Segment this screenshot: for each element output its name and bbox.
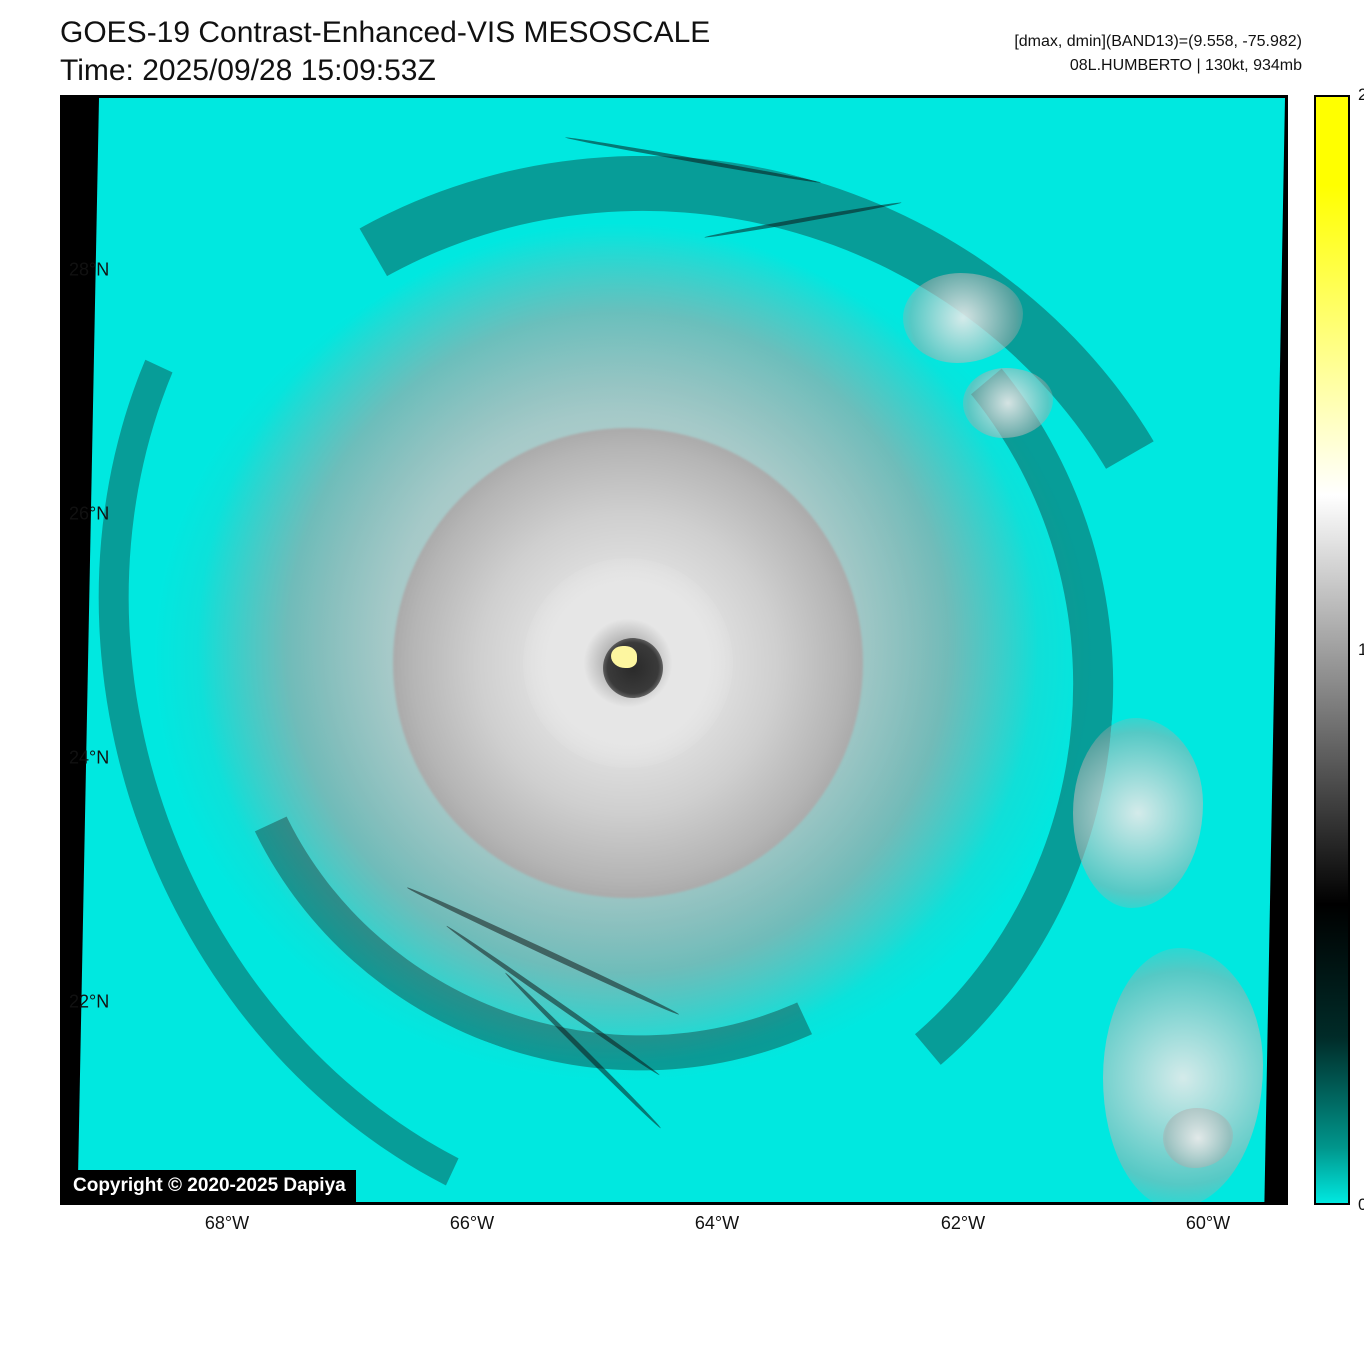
image-title-block: GOES-19 Contrast-Enhanced-VIS MESOSCALE … bbox=[60, 14, 710, 89]
satellite-image-viewer: GOES-19 Contrast-Enhanced-VIS MESOSCALE … bbox=[0, 0, 1364, 1359]
y-tick-24N: 24°N bbox=[69, 748, 109, 769]
time-text: Time: 2025/09/28 15:09:53Z bbox=[60, 52, 710, 90]
storm-id-text: 08L.HUMBERTO | 130kt, 934mb bbox=[1014, 54, 1302, 78]
x-tick-68W: 68°W bbox=[205, 1213, 249, 1234]
colorbar-label-mid: 1 bbox=[1358, 640, 1364, 660]
colorbar-gradient bbox=[1314, 95, 1350, 1205]
storm-info-block: [dmax, dmin](BAND13)=(9.558, -75.982) 08… bbox=[1014, 30, 1302, 78]
satellite-map-frame[interactable]: 28°N 26°N 24°N 22°N 20°N Copyright © 202… bbox=[60, 95, 1288, 1205]
storm-eye bbox=[603, 638, 663, 698]
title-text: GOES-19 Contrast-Enhanced-VIS MESOSCALE bbox=[60, 14, 710, 52]
x-tick-66W: 66°W bbox=[450, 1213, 494, 1234]
colorbar-label-min: 0 bbox=[1358, 1195, 1364, 1215]
colorbar-widget[interactable]: 2 1 0 bbox=[1314, 95, 1350, 1205]
colorbar-label-max: 2 bbox=[1358, 85, 1364, 105]
x-tick-62W: 62°W bbox=[941, 1213, 985, 1234]
y-tick-22N: 22°N bbox=[69, 992, 109, 1013]
dmax-dmin-text: [dmax, dmin](BAND13)=(9.558, -75.982) bbox=[1014, 30, 1302, 54]
cloud-patch-3 bbox=[1103, 948, 1263, 1205]
x-tick-64W: 64°W bbox=[695, 1213, 739, 1234]
copyright-label: Copyright © 2020-2025 Dapiya bbox=[63, 1170, 356, 1202]
y-tick-26N: 26°N bbox=[69, 504, 109, 525]
eye-overshoot-spot bbox=[611, 646, 637, 668]
y-tick-28N: 28°N bbox=[69, 260, 109, 281]
x-tick-60W: 60°W bbox=[1186, 1213, 1230, 1234]
hurricane-cloud-imagery bbox=[63, 98, 1288, 1205]
